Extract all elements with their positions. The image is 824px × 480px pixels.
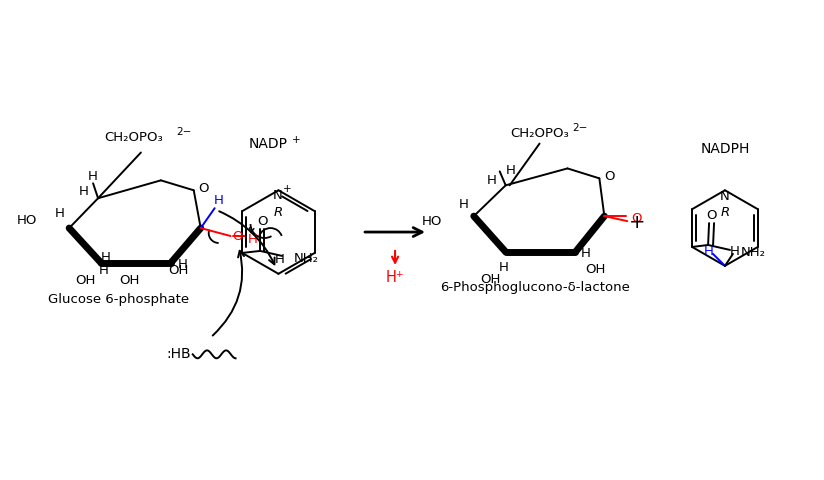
Text: H: H bbox=[54, 207, 64, 220]
Text: NADP: NADP bbox=[249, 137, 288, 151]
Text: CH₂OPO₃: CH₂OPO₃ bbox=[105, 131, 163, 144]
Text: NH₂: NH₂ bbox=[294, 252, 319, 265]
Text: HO: HO bbox=[17, 214, 37, 227]
Text: HO: HO bbox=[422, 215, 442, 228]
Text: O: O bbox=[631, 212, 642, 225]
Text: O: O bbox=[232, 229, 243, 242]
Text: H: H bbox=[506, 164, 516, 177]
Text: O: O bbox=[604, 170, 615, 183]
Text: H: H bbox=[580, 247, 590, 261]
Text: H: H bbox=[178, 258, 188, 271]
Text: :HB: :HB bbox=[166, 348, 190, 361]
Text: R: R bbox=[274, 205, 283, 219]
Text: H: H bbox=[101, 252, 111, 264]
Text: N: N bbox=[720, 190, 730, 203]
Text: O: O bbox=[199, 182, 209, 195]
Text: +: + bbox=[293, 134, 301, 144]
Text: Glucose 6-phosphate: Glucose 6-phosphate bbox=[49, 293, 190, 306]
Text: H: H bbox=[213, 194, 223, 207]
Text: OH: OH bbox=[168, 264, 188, 277]
Text: NADPH: NADPH bbox=[700, 142, 750, 156]
Text: H⁺: H⁺ bbox=[386, 270, 405, 285]
Text: OH: OH bbox=[119, 274, 139, 287]
Text: 2−: 2− bbox=[176, 127, 191, 137]
Text: H: H bbox=[487, 174, 497, 187]
Text: +: + bbox=[283, 184, 292, 194]
Text: H: H bbox=[499, 261, 508, 275]
Text: H: H bbox=[730, 245, 740, 258]
Text: H: H bbox=[99, 264, 109, 277]
Text: H: H bbox=[704, 245, 714, 258]
Text: O: O bbox=[257, 215, 267, 228]
Text: 6-Phosphoglucono-δ-lactone: 6-Phosphoglucono-δ-lactone bbox=[440, 281, 630, 294]
Text: H: H bbox=[274, 253, 284, 266]
Text: N: N bbox=[273, 189, 283, 202]
Text: OH: OH bbox=[480, 273, 501, 286]
Text: H: H bbox=[247, 232, 257, 245]
Text: +: + bbox=[629, 213, 645, 232]
Text: R: R bbox=[720, 205, 729, 219]
Text: OH: OH bbox=[76, 274, 96, 287]
Text: CH₂OPO₃: CH₂OPO₃ bbox=[510, 127, 569, 140]
Text: H: H bbox=[88, 170, 98, 183]
Text: H: H bbox=[459, 198, 469, 211]
Text: 2−: 2− bbox=[573, 123, 588, 132]
Text: H: H bbox=[79, 185, 89, 198]
Text: NH₂: NH₂ bbox=[741, 246, 766, 259]
Text: O: O bbox=[706, 209, 716, 222]
Text: OH: OH bbox=[585, 264, 606, 276]
